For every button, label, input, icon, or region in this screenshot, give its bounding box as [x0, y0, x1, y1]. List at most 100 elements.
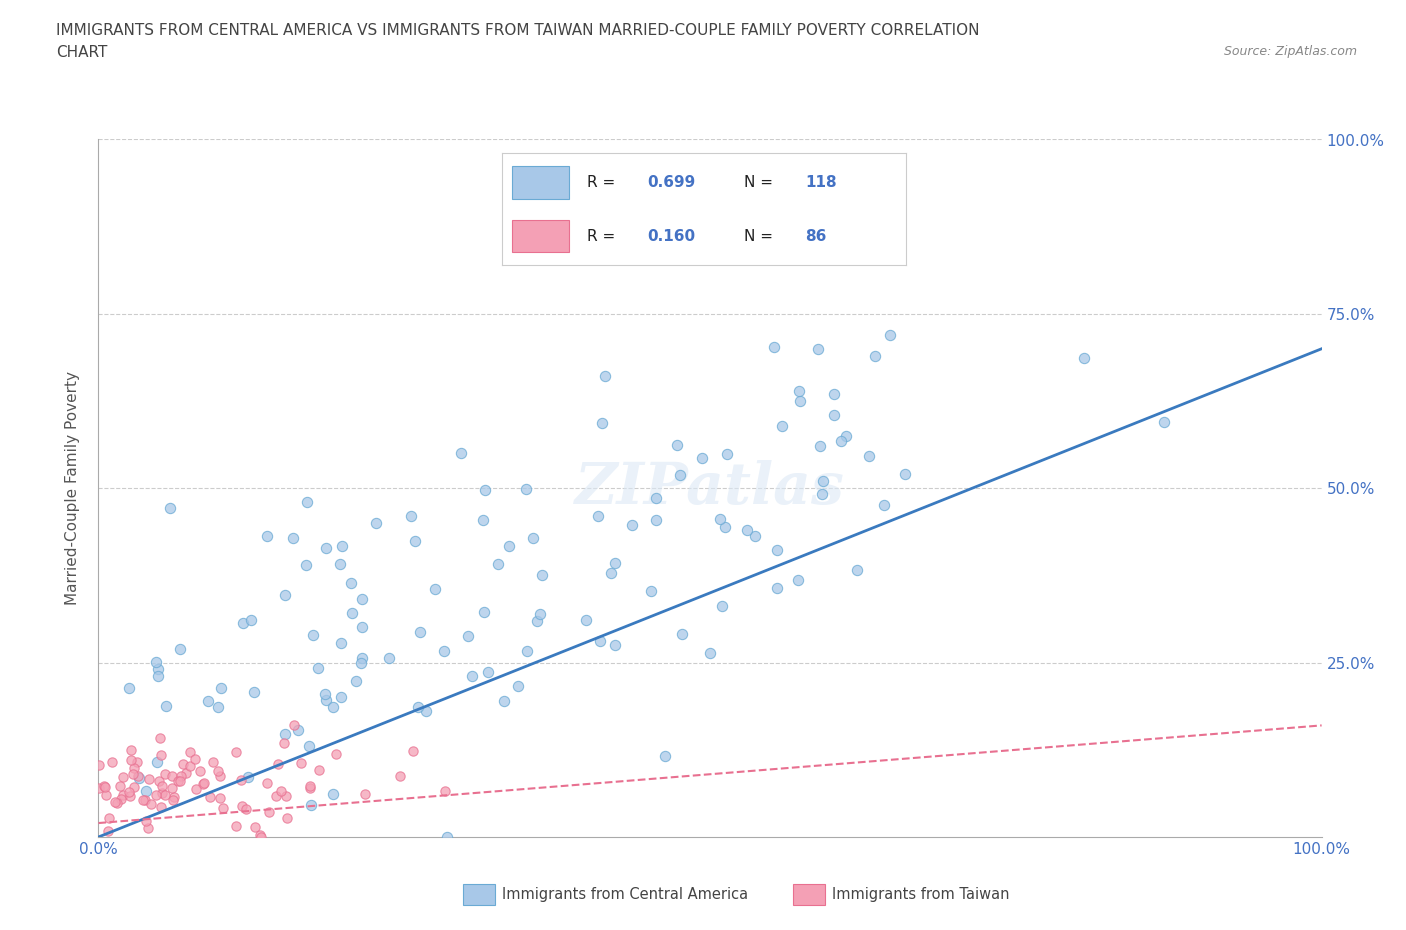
Text: IMMIGRANTS FROM CENTRAL AMERICA VS IMMIGRANTS FROM TAIWAN MARRIED-COUPLE FAMILY : IMMIGRANTS FROM CENTRAL AMERICA VS IMMIG… [56, 23, 980, 38]
Point [150, 800, 173, 815]
Point [846, 563, 869, 578]
Point [298, 738, 321, 753]
Point [295, 495, 318, 510]
Point [299, 778, 322, 793]
Point [329, 635, 352, 650]
Point [179, 745, 201, 760]
Point [132, 792, 155, 807]
Point [322, 787, 344, 802]
Point [270, 784, 292, 799]
Point [388, 769, 411, 784]
Point [98, 810, 121, 825]
Point [770, 418, 793, 433]
Point [765, 580, 787, 595]
Point [894, 466, 917, 481]
Point [692, 451, 714, 466]
Point [352, 651, 374, 666]
FancyBboxPatch shape [463, 884, 495, 905]
Point [378, 650, 401, 665]
Point [591, 415, 613, 430]
Point [121, 767, 143, 782]
Point [264, 789, 287, 804]
Point [315, 540, 337, 555]
Point [342, 605, 364, 620]
Point [231, 799, 253, 814]
Point [599, 565, 621, 580]
Point [145, 655, 167, 670]
Point [863, 349, 886, 364]
Point [257, 804, 280, 819]
Point [322, 700, 344, 715]
Point [308, 763, 330, 777]
Point [744, 528, 766, 543]
Point [169, 774, 191, 789]
Point [160, 780, 183, 795]
Point [350, 591, 373, 606]
Point [166, 773, 188, 788]
Point [340, 576, 363, 591]
Point [127, 769, 149, 784]
Point [402, 744, 425, 759]
Point [295, 557, 318, 572]
Text: ZIPatlas: ZIPatlas [575, 460, 845, 516]
Point [671, 627, 693, 642]
Point [669, 468, 692, 483]
Point [125, 754, 148, 769]
Point [858, 448, 880, 463]
Point [811, 487, 834, 502]
Point [139, 797, 162, 812]
Point [155, 788, 177, 803]
Point [149, 731, 172, 746]
Y-axis label: Married-Couple Family Poverty: Married-Couple Family Poverty [65, 371, 80, 605]
Point [879, 327, 901, 342]
Point [232, 616, 254, 631]
Point [136, 821, 159, 836]
Point [654, 749, 676, 764]
Point [787, 573, 810, 588]
Point [225, 818, 247, 833]
Point [94, 788, 117, 803]
Point [122, 779, 145, 794]
Point [179, 759, 201, 774]
Point [283, 718, 305, 733]
Point [128, 770, 150, 785]
Point [134, 793, 156, 808]
Point [207, 699, 229, 714]
Point [872, 498, 894, 512]
Point [274, 588, 297, 603]
Point [766, 542, 789, 557]
Point [506, 678, 529, 693]
Point [434, 784, 457, 799]
Point [737, 523, 759, 538]
Point [162, 792, 184, 807]
Point [153, 767, 176, 782]
Point [575, 613, 598, 628]
Point [605, 637, 627, 652]
Point [787, 384, 810, 399]
Point [344, 674, 367, 689]
Point [307, 661, 329, 676]
Point [807, 341, 830, 356]
Point [529, 607, 551, 622]
Point [108, 778, 131, 793]
Point [1153, 415, 1175, 430]
Point [1073, 351, 1095, 365]
Point [530, 567, 553, 582]
Point [409, 624, 432, 639]
Point [87, 780, 110, 795]
Point [256, 528, 278, 543]
Text: Source: ZipAtlas.com: Source: ZipAtlas.com [1223, 45, 1357, 58]
Point [472, 512, 495, 527]
Point [586, 508, 609, 523]
Point [472, 604, 495, 619]
Point [163, 790, 186, 804]
Point [169, 642, 191, 657]
Point [242, 684, 264, 699]
Point [118, 680, 141, 695]
Point [274, 789, 297, 804]
Point [789, 393, 811, 408]
Point [349, 656, 371, 671]
Point [93, 778, 115, 793]
Point [145, 754, 167, 769]
Point [404, 534, 426, 549]
